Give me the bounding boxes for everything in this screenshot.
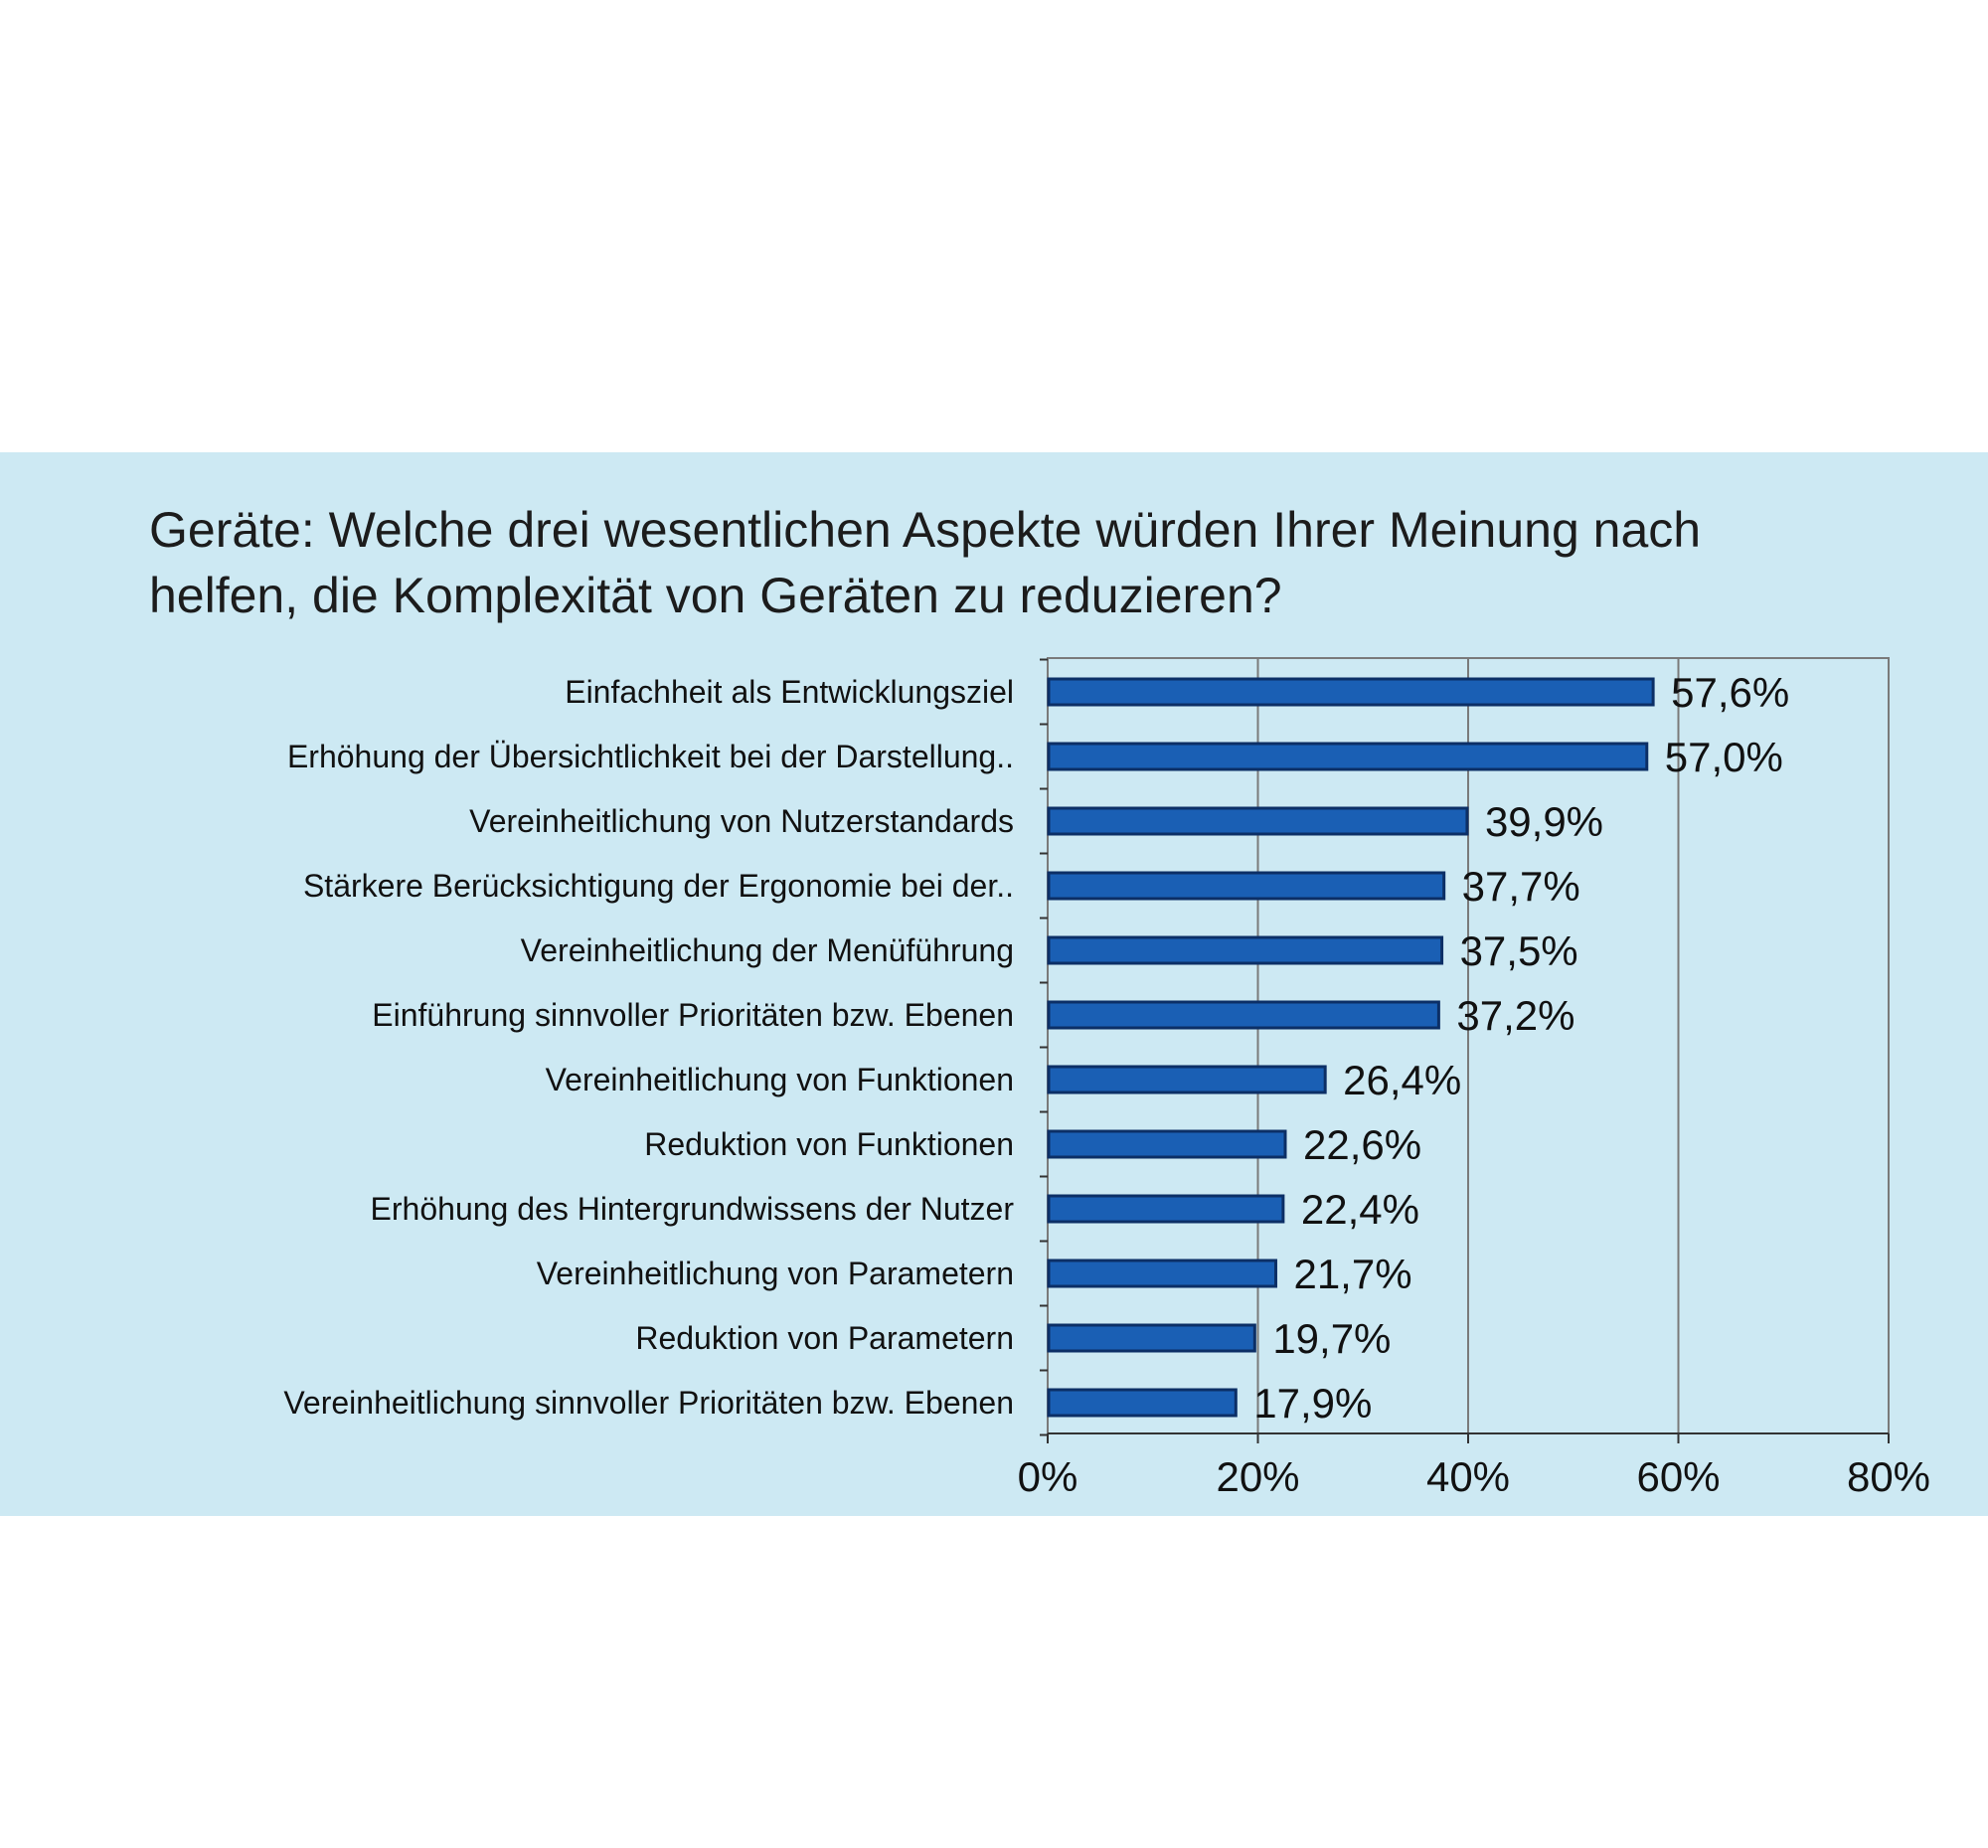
bar [1047, 935, 1444, 965]
bar [1047, 871, 1446, 901]
value-label: 21,7% [1293, 1251, 1411, 1297]
category-label: Einfachheit als Entwicklungsziel [565, 674, 1014, 710]
x-tick-label: 20% [1216, 1453, 1299, 1500]
bar [1047, 1323, 1256, 1353]
bar [1047, 1388, 1238, 1418]
bar [1047, 742, 1649, 771]
value-label: 39,9% [1485, 798, 1603, 845]
value-label: 57,0% [1665, 734, 1783, 780]
chart-title: Geräte: Welche drei wesentlichen Aspekte… [149, 502, 1702, 623]
value-label: 17,9% [1253, 1380, 1372, 1427]
x-tick-label: 60% [1636, 1453, 1720, 1500]
value-label: 37,5% [1460, 927, 1578, 974]
bar [1047, 806, 1469, 836]
value-label: 19,7% [1272, 1315, 1391, 1362]
bar [1047, 1129, 1287, 1159]
value-label: 37,2% [1456, 992, 1574, 1039]
category-label: Erhöhung der Übersichtlichkeit bei der D… [287, 739, 1014, 774]
x-tick-label: 80% [1847, 1453, 1930, 1500]
x-tick-label: 0% [1018, 1453, 1078, 1500]
bar [1047, 1000, 1440, 1030]
value-label: 26,4% [1343, 1057, 1461, 1103]
category-label: Vereinheitlichung von Funktionen [546, 1062, 1014, 1097]
bar [1047, 677, 1655, 707]
category-label: Einführung sinnvoller Prioritäten bzw. E… [372, 997, 1014, 1033]
category-label: Reduktion von Parametern [635, 1320, 1014, 1356]
category-label: Stärkere Berücksichtigung der Ergonomie … [303, 868, 1014, 904]
bar [1047, 1065, 1327, 1094]
value-label: 22,6% [1303, 1121, 1421, 1168]
category-label: Vereinheitlichung von Parametern [537, 1256, 1014, 1291]
category-label: Vereinheitlichung der Menüführung [521, 932, 1014, 968]
chart-panel [0, 452, 1988, 1516]
value-label: 57,6% [1671, 669, 1789, 716]
value-label: 22,4% [1301, 1186, 1419, 1233]
category-label: Vereinheitlichung sinnvoller Prioritäten… [283, 1385, 1014, 1421]
category-label: Vereinheitlichung von Nutzerstandards [469, 803, 1014, 839]
bar [1047, 1194, 1285, 1224]
x-tick-label: 40% [1426, 1453, 1510, 1500]
category-label: Erhöhung des Hintergrundwissens der Nutz… [371, 1191, 1015, 1227]
value-label: 37,7% [1462, 863, 1580, 910]
category-label: Reduktion von Funktionen [644, 1126, 1014, 1162]
bar [1047, 1259, 1277, 1288]
